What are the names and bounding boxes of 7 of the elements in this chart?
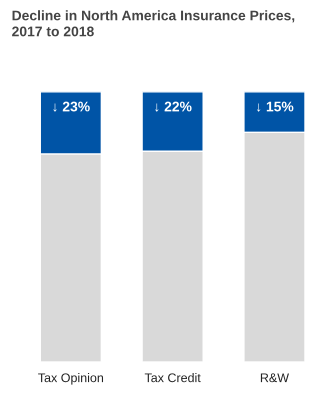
x-tick-label: R&W [260, 373, 289, 382]
x-tick-label: Tax Opinion [38, 373, 104, 385]
chart-title: Decline in North America Insurance Prices, 2017 to 2018 [12, 10, 294, 36]
x-tick-label: Tax Credit [144, 373, 201, 382]
data-label: ↓ 15% [257, 102, 294, 112]
data-label: ↓ 22% [155, 102, 192, 112]
data-label: ↓ 23% [53, 102, 90, 112]
